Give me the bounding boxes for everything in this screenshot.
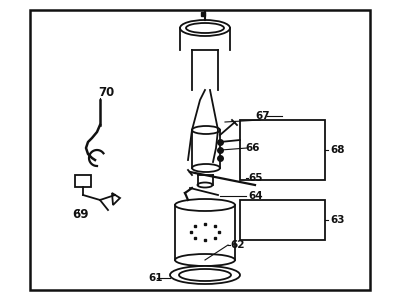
Text: 67: 67 <box>255 111 270 121</box>
Bar <box>30 10 370 290</box>
Text: 63: 63 <box>330 215 344 225</box>
Ellipse shape <box>186 23 224 33</box>
Ellipse shape <box>170 266 240 284</box>
Text: 68: 68 <box>330 145 344 155</box>
Bar <box>240 120 325 180</box>
Text: 61: 61 <box>148 273 162 283</box>
Ellipse shape <box>180 20 230 36</box>
Text: 70: 70 <box>98 86 114 100</box>
Ellipse shape <box>192 126 220 134</box>
Text: 69: 69 <box>72 208 88 221</box>
Text: 66: 66 <box>245 143 260 153</box>
Bar <box>192 130 220 168</box>
Text: 65: 65 <box>248 173 262 183</box>
Ellipse shape <box>175 254 235 266</box>
Bar <box>240 200 325 240</box>
Polygon shape <box>112 193 120 205</box>
Ellipse shape <box>179 269 231 281</box>
Ellipse shape <box>192 164 220 172</box>
Bar <box>75 175 91 187</box>
Text: 62: 62 <box>230 240 244 250</box>
Ellipse shape <box>175 199 235 211</box>
Ellipse shape <box>198 182 212 188</box>
Text: 64: 64 <box>248 191 263 201</box>
